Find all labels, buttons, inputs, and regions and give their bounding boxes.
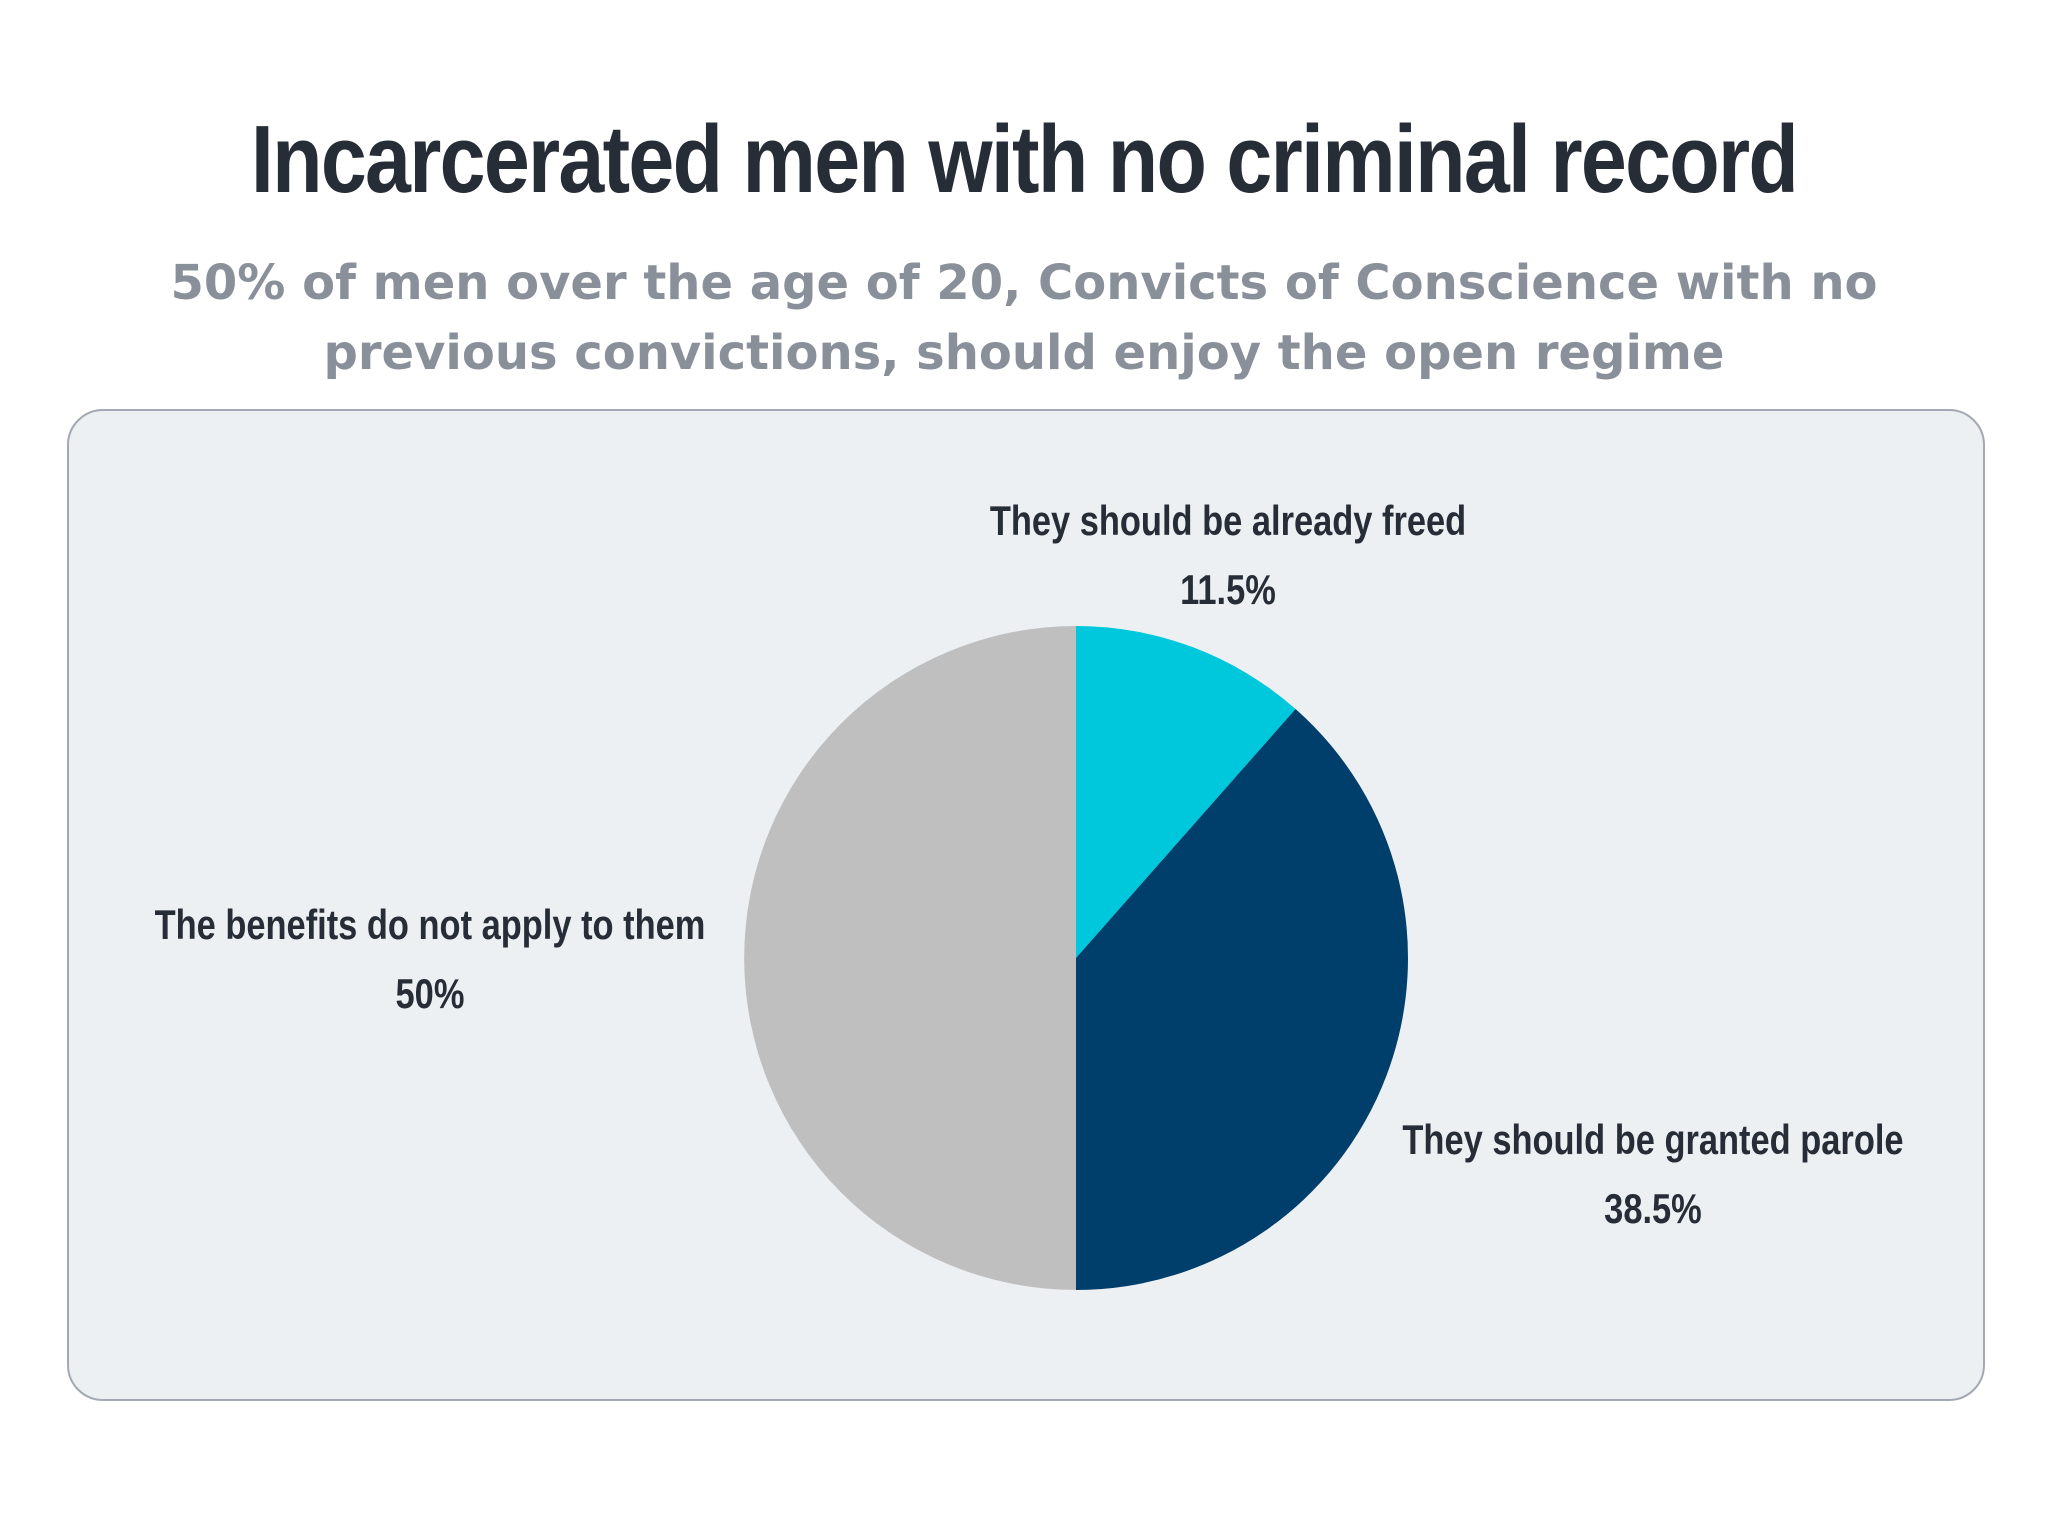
pie-slice-2 — [1076, 708, 1408, 1290]
slice-value-label-2: 38.5% — [1604, 1186, 1702, 1233]
slice-label-1: They should be already freed — [990, 498, 1466, 545]
pie-slices — [744, 626, 1408, 1290]
pie-slice-1 — [1076, 626, 1296, 958]
slice-value-label-1: 11.5% — [1180, 567, 1276, 614]
pie-labels: They should be already freed 11.5% They sh… — [155, 498, 1904, 1233]
chart-title: Incarcerated men with no criminal record — [250, 106, 1799, 213]
chart-subtitle: 50% of men over the age of 20, Convicts … — [170, 255, 1878, 381]
slice-value-label-3: 50% — [396, 971, 465, 1018]
slice-label-3: The benefits do not apply to them — [155, 902, 706, 949]
slice-label-2: They should be granted parole — [1402, 1117, 1903, 1164]
pie-slice-3 — [744, 626, 1076, 1290]
